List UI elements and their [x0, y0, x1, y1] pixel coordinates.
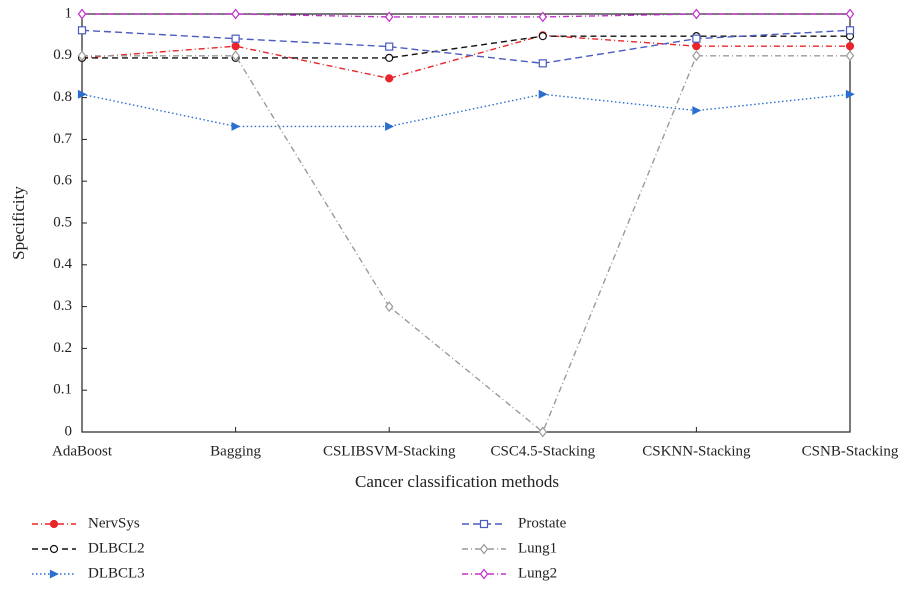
legend-label: NervSys: [88, 515, 140, 531]
y-axis-title: Specificity: [9, 186, 28, 260]
legend-label: DLBCL3: [88, 565, 145, 581]
marker: [384, 301, 394, 313]
marker: [385, 53, 394, 62]
marker: [479, 519, 489, 529]
y-tick-label: 0.3: [53, 298, 72, 314]
y-tick-label: 0.1: [53, 382, 72, 398]
x-tick-label: Bagging: [210, 443, 261, 459]
marker: [692, 106, 702, 116]
x-tick-label: CSKNN-Stacking: [642, 443, 751, 459]
legend-label: Lung1: [518, 540, 557, 556]
marker: [77, 50, 87, 62]
marker: [231, 8, 240, 20]
marker: [385, 74, 394, 83]
series-line: [82, 35, 850, 59]
marker: [77, 8, 87, 20]
x-tick-label: CSC4.5-Stacking: [491, 443, 596, 459]
marker: [692, 42, 701, 51]
series-line: [81, 29, 851, 65]
x-axis-title: Cancer classification methods: [355, 472, 559, 491]
marker: [385, 121, 395, 131]
series-line: [81, 93, 851, 128]
legend-label: Lung2: [518, 565, 557, 581]
y-tick-label: 0.7: [53, 131, 72, 147]
x-tick-label: CSLIBSVM-Stacking: [323, 443, 456, 459]
y-tick-label: 0.2: [53, 340, 72, 356]
series-line: [82, 13, 850, 18]
marker: [538, 426, 548, 438]
marker: [845, 26, 855, 35]
y-tick-label: 0.8: [53, 89, 72, 105]
marker: [231, 34, 240, 43]
marker: [538, 11, 548, 23]
legend-label: Prostate: [518, 515, 567, 531]
marker: [77, 89, 87, 99]
marker: [49, 569, 59, 579]
marker: [479, 543, 489, 555]
marker: [77, 26, 87, 35]
x-tick-label: AdaBoost: [52, 443, 113, 459]
y-tick-label: 0.6: [53, 173, 72, 189]
y-tick-label: 1: [65, 5, 73, 21]
marker: [538, 89, 548, 99]
marker: [845, 89, 855, 99]
marker: [845, 42, 855, 51]
marker: [692, 8, 701, 20]
x-tick-label: CSNB-Stacking: [802, 443, 899, 459]
marker: [384, 11, 394, 23]
marker: [49, 544, 59, 554]
marker: [538, 59, 547, 68]
marker: [385, 42, 394, 51]
marker: [538, 32, 547, 41]
marker: [479, 568, 489, 580]
marker: [231, 121, 241, 131]
marker: [845, 50, 855, 62]
marker: [231, 50, 240, 62]
series-line: [82, 55, 850, 434]
series-line: [81, 34, 850, 80]
y-tick-label: 0: [65, 423, 73, 439]
marker: [692, 50, 701, 62]
marker: [231, 42, 240, 51]
marker: [692, 34, 701, 43]
marker: [845, 8, 855, 20]
y-tick-label: 0.4: [53, 256, 72, 272]
marker: [49, 519, 59, 529]
y-tick-label: 0.9: [53, 47, 72, 63]
legend-label: DLBCL2: [88, 540, 145, 556]
y-tick-label: 0.5: [53, 214, 72, 230]
